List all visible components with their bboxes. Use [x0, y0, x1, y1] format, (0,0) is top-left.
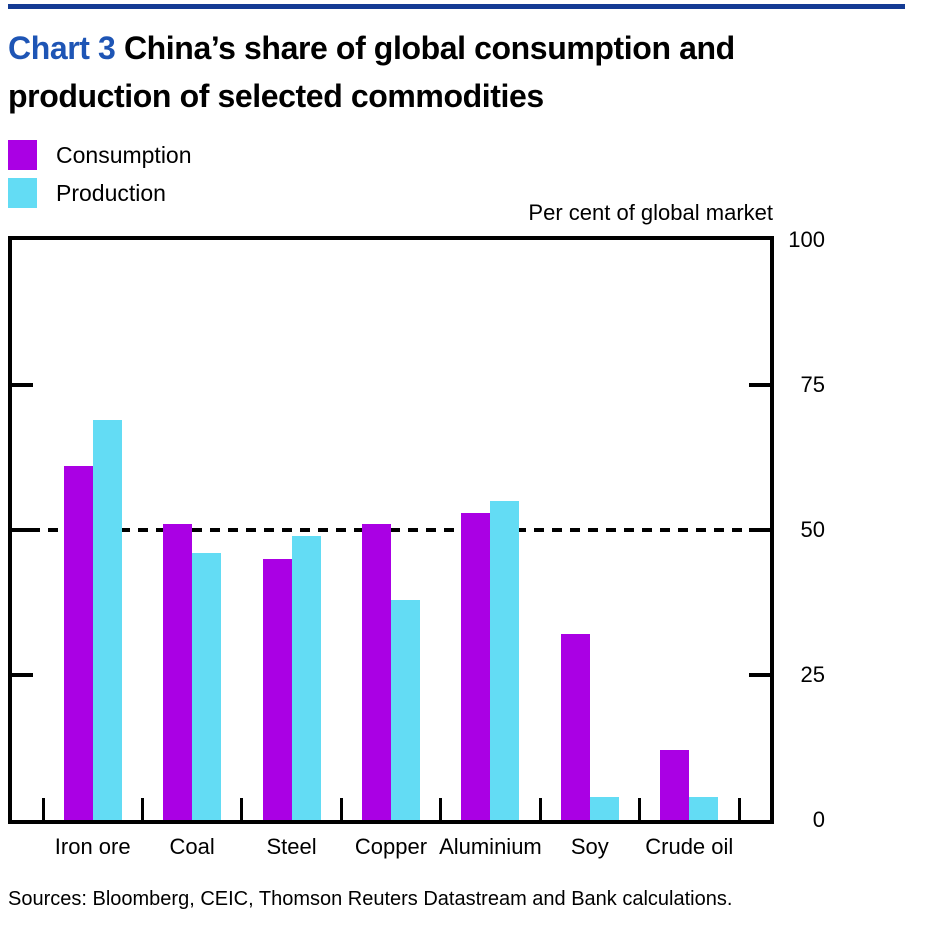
bar-consumption-crude-oil [660, 750, 690, 820]
x-tick-1 [140, 798, 144, 820]
bar-consumption-copper [362, 524, 391, 820]
x-label-iron-ore: Iron ore [54, 834, 131, 859]
x-tick-3 [339, 798, 343, 820]
bar-consumption-iron-ore [63, 466, 93, 820]
legend-item-production: Production [8, 178, 192, 208]
y-tick-right-25 [749, 673, 770, 677]
legend-label-consumption: Consumption [56, 141, 192, 168]
x-label-copper: Copper [354, 834, 428, 859]
x-tick-5 [538, 798, 542, 820]
y-tick-left-25 [12, 673, 33, 677]
legend-swatch-consumption [8, 140, 37, 170]
y-tick-left-50 [12, 528, 33, 532]
y-tick-right-50 [749, 528, 770, 532]
bar-production-aluminium [490, 501, 520, 820]
y-axis-title: Per cent of global market [528, 200, 773, 225]
legend-label-production: Production [56, 179, 166, 206]
y-tick-left-75 [12, 383, 33, 387]
x-label-crude-oil: Crude oil [645, 834, 734, 859]
x-tick-7 [737, 798, 741, 820]
bar-production-steel [291, 535, 321, 820]
chart-title-line1: China’s share of global consumption and [123, 30, 735, 66]
y-label-0: 0 [812, 807, 825, 832]
x-tick-0 [41, 798, 45, 820]
bar-production-coal [192, 553, 222, 820]
x-label-steel: Steel [266, 834, 317, 859]
x-tick-4 [439, 798, 443, 820]
sources-note: Sources: Bloomberg, CEIC, Thomson Reuter… [8, 888, 733, 910]
y-label-75: 75 [800, 372, 825, 397]
x-tick-2 [240, 798, 244, 820]
reference-line-50 [12, 528, 770, 532]
x-label-coal: Coal [169, 834, 215, 859]
y-label-50: 50 [800, 517, 825, 542]
bar-production-copper [391, 599, 420, 820]
bar-production-soy [589, 796, 619, 820]
top-rule [8, 4, 905, 9]
chart-title-line2: production of selected commodities [8, 78, 544, 114]
bar-consumption-aluminium [461, 512, 491, 820]
y-tick-right-75 [749, 383, 770, 387]
chart-title: Chart 3 China’s share of global consumpt… [8, 24, 913, 120]
bar-consumption-steel [262, 559, 292, 820]
y-label-25: 25 [800, 662, 825, 687]
bar-production-iron-ore [92, 419, 122, 820]
legend: Consumption Production [8, 140, 192, 208]
x-label-soy: Soy [570, 834, 609, 859]
x-axis-labels: Iron ore Coal Steel Copper Aluminium Soy Crude… [0, 834, 929, 862]
bar-production-crude-oil [689, 796, 719, 820]
y-axis-labels: 0 25 50 75 100 [779, 227, 825, 832]
chart-number: Chart 3 [8, 30, 116, 66]
plot-area [8, 236, 774, 824]
y-label-100: 100 [788, 227, 825, 252]
legend-swatch-production [8, 178, 37, 208]
x-tick-6 [638, 798, 642, 820]
bar-consumption-coal [163, 524, 193, 820]
x-label-aluminium: Aluminium [439, 834, 542, 859]
bar-consumption-soy [560, 634, 590, 820]
legend-item-consumption: Consumption [8, 140, 192, 170]
